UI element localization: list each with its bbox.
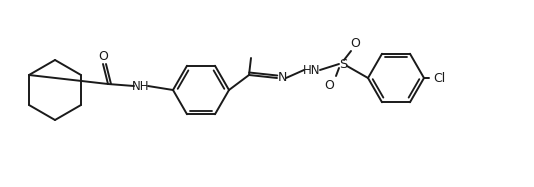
Text: HN: HN xyxy=(303,64,321,76)
Text: NH: NH xyxy=(132,79,150,93)
Text: O: O xyxy=(350,36,360,50)
Text: Cl: Cl xyxy=(433,71,445,85)
Text: O: O xyxy=(98,50,108,62)
Text: S: S xyxy=(339,57,347,70)
Text: N: N xyxy=(277,70,287,84)
Text: O: O xyxy=(324,79,334,91)
